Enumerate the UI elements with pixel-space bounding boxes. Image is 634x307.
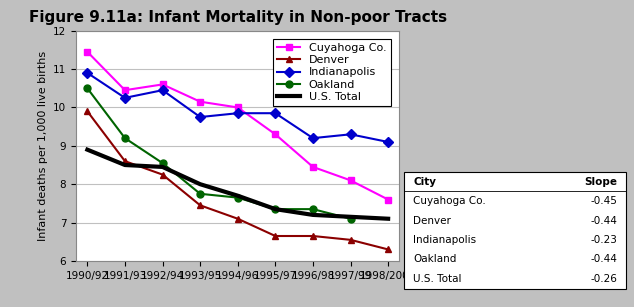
Denver xyxy=(234,217,242,220)
Denver xyxy=(197,204,204,207)
Oakland xyxy=(234,196,242,200)
Line: Indianapolis: Indianapolis xyxy=(84,69,392,146)
Title: Figure 9.11a: Infant Mortality in Non-poor Tracts: Figure 9.11a: Infant Mortality in Non-po… xyxy=(29,10,447,25)
U.S. Total xyxy=(197,182,204,186)
Indianapolis xyxy=(121,96,129,100)
U.S. Total xyxy=(234,194,242,198)
Oakland xyxy=(271,207,279,211)
Text: -0.45: -0.45 xyxy=(591,196,618,206)
U.S. Total xyxy=(121,163,129,167)
Cuyahoga Co. xyxy=(84,50,91,54)
Denver xyxy=(84,109,91,113)
Oakland xyxy=(84,87,91,90)
Text: -0.23: -0.23 xyxy=(591,235,618,245)
U.S. Total xyxy=(271,207,279,211)
Indianapolis xyxy=(347,132,354,136)
Text: Indianapolis: Indianapolis xyxy=(413,235,477,245)
Cuyahoga Co. xyxy=(158,83,166,86)
Denver xyxy=(309,234,317,238)
Indianapolis xyxy=(309,136,317,140)
Indianapolis xyxy=(84,71,91,75)
Line: Oakland: Oakland xyxy=(84,85,354,222)
Line: Denver: Denver xyxy=(84,108,392,253)
Text: -0.44: -0.44 xyxy=(591,255,618,264)
Cuyahoga Co. xyxy=(234,106,242,109)
Cuyahoga Co. xyxy=(197,100,204,103)
U.S. Total xyxy=(158,165,166,169)
Text: -0.26: -0.26 xyxy=(591,274,618,284)
Cuyahoga Co. xyxy=(121,88,129,92)
Cuyahoga Co. xyxy=(347,179,354,182)
Text: -0.44: -0.44 xyxy=(591,216,618,226)
Line: U.S. Total: U.S. Total xyxy=(87,150,388,219)
Indianapolis xyxy=(271,111,279,115)
U.S. Total xyxy=(84,148,91,151)
Denver xyxy=(271,234,279,238)
Indianapolis xyxy=(158,88,166,92)
Indianapolis xyxy=(197,115,204,119)
Indianapolis xyxy=(234,111,242,115)
Denver xyxy=(384,247,392,251)
Text: Denver: Denver xyxy=(413,216,451,226)
Denver xyxy=(158,173,166,177)
Oakland xyxy=(158,161,166,165)
U.S. Total xyxy=(309,213,317,217)
Text: Oakland: Oakland xyxy=(413,255,456,264)
Y-axis label: Infant deaths per 1,000 live births: Infant deaths per 1,000 live births xyxy=(37,51,48,241)
FancyBboxPatch shape xyxy=(404,172,626,289)
Text: City: City xyxy=(413,177,436,187)
Oakland xyxy=(347,217,354,220)
Cuyahoga Co. xyxy=(309,165,317,169)
Text: Cuyahoga Co.: Cuyahoga Co. xyxy=(413,196,486,206)
Indianapolis xyxy=(384,140,392,144)
Text: Slope: Slope xyxy=(585,177,618,187)
Oakland xyxy=(121,136,129,140)
Legend: Cuyahoga Co., Denver, Indianapolis, Oakland, U.S. Total: Cuyahoga Co., Denver, Indianapolis, Oakl… xyxy=(273,39,391,106)
Cuyahoga Co. xyxy=(384,198,392,201)
Text: U.S. Total: U.S. Total xyxy=(413,274,462,284)
Line: Cuyahoga Co.: Cuyahoga Co. xyxy=(84,48,392,203)
Oakland xyxy=(309,207,317,211)
Denver xyxy=(347,238,354,242)
U.S. Total xyxy=(347,215,354,219)
Denver xyxy=(121,159,129,163)
U.S. Total xyxy=(384,217,392,220)
Cuyahoga Co. xyxy=(271,132,279,136)
Oakland xyxy=(197,192,204,196)
